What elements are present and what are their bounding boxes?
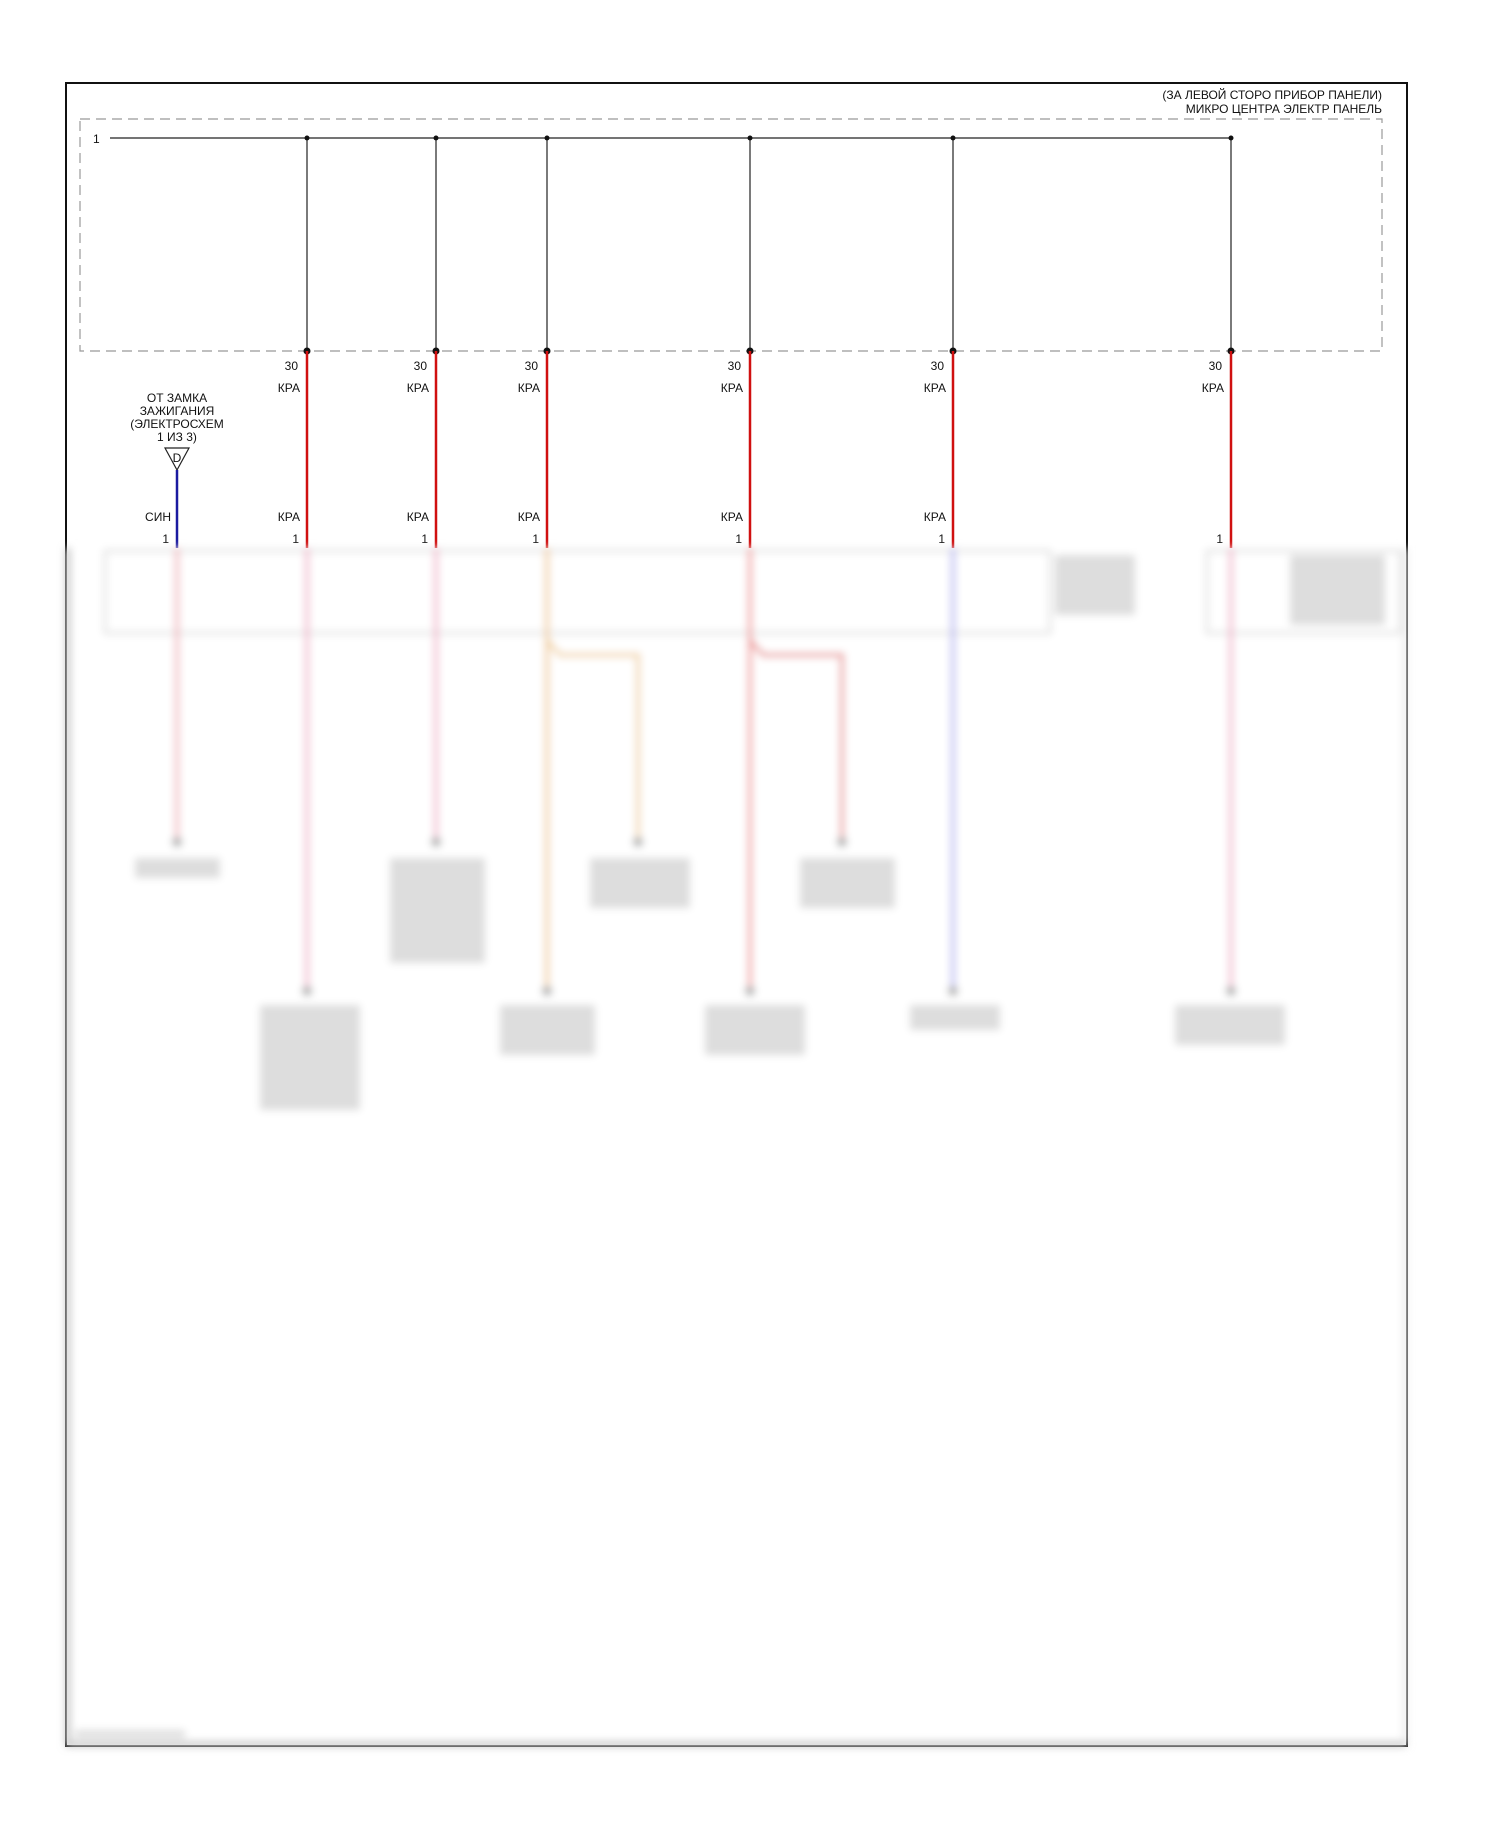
splice-dot (950, 135, 956, 141)
component-label: МИКРО ЦЕНТРА ЭЛЕКТР ПАНЕЛЬ (1186, 102, 1382, 116)
location-label: (ЗА ЛЕВОЙ СТОРО ПРИБОР ПАНЕЛИ) (1162, 87, 1382, 102)
splice-dot (747, 135, 753, 141)
pin-bottom-label: 1 (938, 532, 945, 546)
bus-pin: 1 (93, 132, 100, 146)
splice-dot (304, 135, 310, 141)
ignition-source: ОТ ЗАМКА ЗАЖИГАНИЯ (ЭЛЕКТРОСХЕМ 1 ИЗ 3) … (130, 391, 224, 548)
connector-d-triangle (163, 447, 191, 472)
pin-bottom-label: 1 (292, 532, 299, 546)
wire-bottom-label: КРА (518, 510, 540, 524)
pin-bottom-label: 1 (532, 532, 539, 546)
wire-bottom-label: КРА (407, 510, 429, 524)
wire-top-label: КРА (721, 381, 743, 395)
source-label-1: ОТ ЗАМКА (147, 391, 207, 405)
splice-dot (433, 135, 439, 141)
wire-top-label: КРА (407, 381, 429, 395)
wire-top-label: КРА (278, 381, 300, 395)
pin-bottom-label: 1 (735, 532, 742, 546)
pin-top-label: 30 (525, 359, 539, 373)
wire-bottom-label: КРА (721, 510, 743, 524)
pin-top-label: 30 (285, 359, 299, 373)
source-pin: 1 (162, 532, 169, 546)
pin-bottom-label: 1 (421, 532, 428, 546)
source-label-2: ЗАЖИГАНИЯ (140, 404, 215, 418)
splice-dot (544, 135, 550, 141)
source-label-3: (ЭЛЕКТРОСХЕМ (130, 417, 224, 431)
pin-top-label: 30 (414, 359, 428, 373)
blurred-region (65, 548, 1407, 1747)
pin-top-label: 30 (931, 359, 945, 373)
pin-top-label: 30 (728, 359, 742, 373)
source-label-4: 1 ИЗ 3) (157, 430, 197, 444)
pin-bottom-label: 1 (1216, 532, 1223, 546)
wire-bottom-label: КРА (278, 510, 300, 524)
splice-dot (1228, 135, 1234, 141)
wire-top-label: КРА (924, 381, 946, 395)
micro-center-box (79, 118, 1383, 352)
wire-top-label: КРА (518, 381, 540, 395)
wire-color-label: СИН (145, 510, 171, 524)
wire-bottom-label: КРА (924, 510, 946, 524)
pin-top-label: 30 (1209, 359, 1223, 373)
wire-top-label: КРА (1202, 381, 1224, 395)
connector-letter: D (173, 451, 182, 465)
